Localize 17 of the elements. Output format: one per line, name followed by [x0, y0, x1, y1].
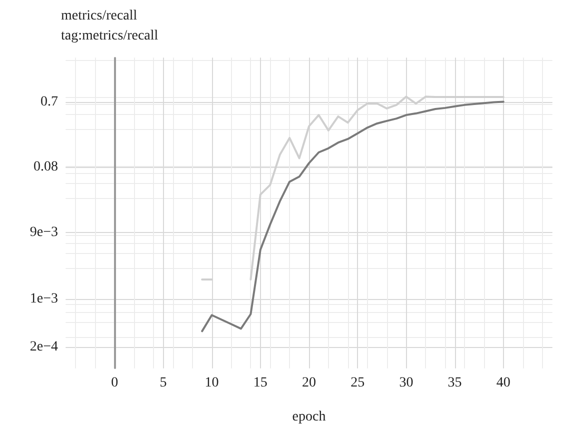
x-tick-label: 40 — [496, 376, 510, 390]
x-tick-label: 5 — [160, 376, 167, 390]
y-tick-label: 0.08 — [34, 159, 58, 174]
y-tick-label: 1e−3 — [30, 291, 58, 306]
chart-subtitle: tag:metrics/recall — [61, 28, 158, 44]
x-tick-label: 20 — [302, 376, 316, 390]
x-tick-label: 30 — [399, 376, 414, 390]
y-tick-label: 0.7 — [40, 94, 58, 110]
x-tick-label: 10 — [204, 376, 219, 390]
y-tick-label: 9e−3 — [30, 225, 58, 240]
y-tick-label: 2e−4 — [30, 340, 58, 355]
chart-title: metrics/recall — [61, 8, 138, 24]
x-tick-label: 0 — [111, 376, 118, 390]
x-axis-title: epoch — [292, 410, 326, 424]
x-tick-label: 15 — [253, 376, 268, 390]
x-tick-label: 35 — [448, 376, 462, 390]
x-tick-label: 25 — [350, 376, 365, 390]
